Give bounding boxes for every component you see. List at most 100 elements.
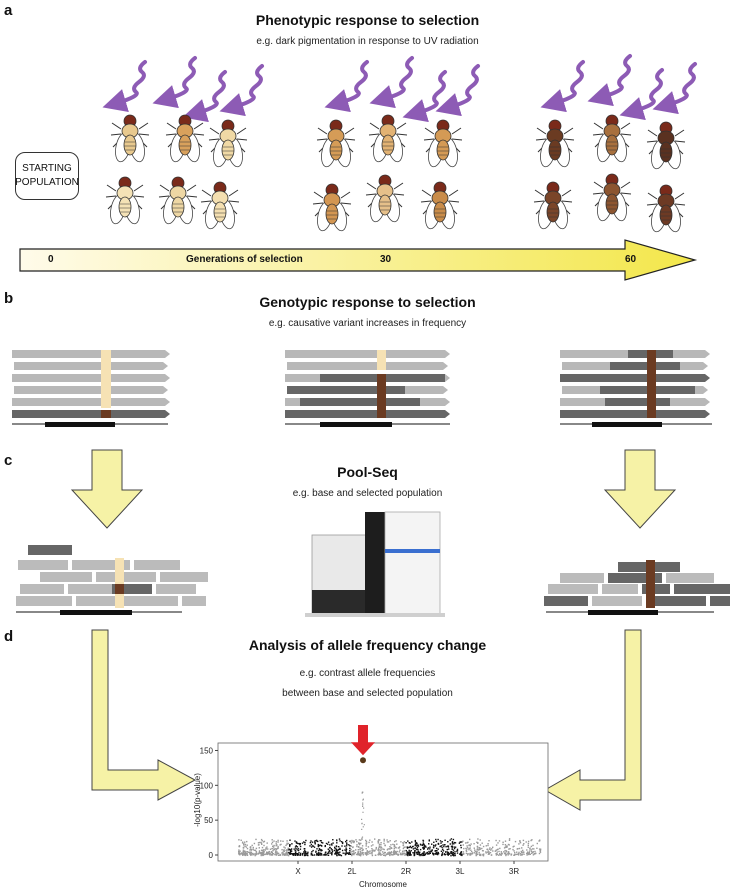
snp-point	[273, 840, 275, 842]
snp-point	[478, 853, 480, 855]
snp-point	[396, 843, 398, 845]
snp-point	[504, 849, 506, 852]
snp-point	[466, 842, 468, 844]
snp-point	[449, 843, 451, 845]
snp-point	[494, 850, 496, 852]
snp-point	[365, 842, 368, 844]
snp-point	[426, 851, 429, 854]
snp-point	[243, 844, 245, 846]
snp-point	[307, 851, 309, 853]
snp-point	[516, 851, 518, 853]
snp-point	[364, 853, 367, 855]
snp-point	[304, 853, 306, 855]
snp-point	[255, 847, 258, 850]
snp-point	[297, 854, 300, 856]
snp-point	[261, 852, 263, 854]
snp-point	[279, 844, 281, 846]
snp-point	[345, 853, 347, 855]
snp-point	[317, 840, 319, 843]
snp-point	[282, 853, 284, 855]
snp-point	[378, 849, 380, 851]
snp-point	[349, 849, 351, 852]
snp-point	[286, 853, 288, 855]
snp-point	[508, 848, 510, 850]
snp-point	[366, 852, 368, 854]
snp-point	[271, 847, 273, 850]
elbow-arrow-left	[91, 629, 197, 801]
snp-point	[295, 852, 297, 854]
snp-point	[517, 848, 519, 850]
snp-point	[361, 838, 363, 840]
snp-point	[338, 854, 340, 856]
snp-point	[437, 838, 439, 841]
snp-point	[369, 852, 371, 855]
snp-point	[345, 840, 347, 843]
snp-point	[380, 854, 382, 856]
snp-point	[458, 842, 461, 844]
snp-point	[289, 850, 292, 853]
snp-point	[296, 846, 299, 848]
snp-point	[314, 841, 316, 843]
snp-point	[272, 850, 274, 852]
snp-point	[361, 836, 364, 838]
snp-point	[327, 854, 330, 856]
snp-point	[399, 849, 401, 851]
snp-point	[255, 838, 257, 841]
snp-point	[384, 844, 386, 847]
snp-point	[519, 853, 521, 855]
snp-point	[538, 848, 541, 850]
snp-point	[439, 845, 441, 848]
snp-point	[265, 847, 267, 849]
snp-point	[289, 852, 292, 854]
snp-point	[450, 855, 452, 857]
snp-point	[261, 853, 263, 856]
snp-point	[422, 839, 424, 842]
snp-point	[363, 807, 365, 809]
snp-point	[309, 841, 312, 844]
snp-point	[286, 843, 288, 846]
snp-point	[369, 839, 371, 841]
snp-point	[320, 852, 322, 855]
snp-point	[492, 850, 494, 852]
snp-point	[377, 853, 379, 856]
snp-point	[282, 840, 284, 842]
snp-point	[414, 850, 416, 852]
snp-point	[356, 844, 358, 846]
snp-point	[414, 844, 416, 847]
snp-point	[358, 842, 360, 845]
snp-point	[419, 853, 421, 856]
snp-point	[374, 854, 377, 856]
snp-point	[521, 853, 523, 855]
snp-point	[271, 853, 274, 855]
snp-point	[297, 847, 299, 850]
snp-point	[325, 842, 328, 845]
snp-point	[272, 853, 274, 855]
snp-point	[444, 844, 446, 846]
snp-point	[469, 838, 471, 841]
snp-point	[452, 849, 455, 851]
snp-point	[531, 839, 533, 841]
snp-point	[327, 841, 330, 843]
snp-point	[505, 845, 507, 847]
snp-point	[320, 849, 322, 851]
reads-left	[16, 545, 208, 615]
generations-arrow	[19, 239, 698, 281]
snp-point	[477, 847, 479, 849]
snp-point	[390, 846, 392, 849]
snp-point	[240, 839, 242, 841]
snp-point	[380, 847, 383, 849]
snp-point	[425, 846, 427, 848]
snp-point	[449, 851, 452, 853]
snp-point	[362, 852, 365, 854]
snp-point	[361, 852, 363, 855]
snp-point	[238, 849, 240, 851]
snp-point	[469, 852, 472, 855]
snp-point	[449, 852, 451, 855]
snp-point	[522, 844, 524, 846]
snp-point	[404, 852, 406, 855]
y-axis: 0 50 100 150	[200, 746, 218, 860]
panel-b-title: Genotypic response to selection	[259, 294, 476, 310]
panel-letter-b: b	[4, 290, 14, 307]
snp-point	[477, 842, 479, 844]
snp-point	[246, 847, 249, 850]
